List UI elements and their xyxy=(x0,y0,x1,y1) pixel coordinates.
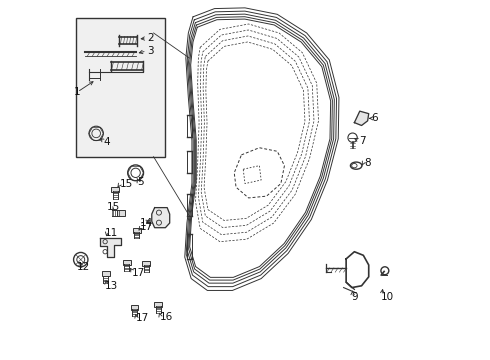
FancyBboxPatch shape xyxy=(131,305,139,310)
Text: 14: 14 xyxy=(140,218,153,228)
FancyBboxPatch shape xyxy=(154,302,162,307)
Text: 12: 12 xyxy=(76,262,90,272)
Text: 10: 10 xyxy=(381,292,393,302)
FancyBboxPatch shape xyxy=(111,187,119,192)
FancyBboxPatch shape xyxy=(122,260,131,265)
Text: 4: 4 xyxy=(103,138,110,147)
Text: 9: 9 xyxy=(352,292,359,302)
Text: 3: 3 xyxy=(147,46,154,56)
Text: 16: 16 xyxy=(160,312,173,322)
Text: 1: 1 xyxy=(74,87,80,97)
FancyBboxPatch shape xyxy=(143,261,150,266)
Text: 5: 5 xyxy=(137,177,144,187)
Text: 13: 13 xyxy=(104,281,118,291)
FancyBboxPatch shape xyxy=(117,211,125,216)
Text: 15: 15 xyxy=(120,179,133,189)
FancyBboxPatch shape xyxy=(76,18,165,157)
Text: 17: 17 xyxy=(132,267,146,278)
Text: 6: 6 xyxy=(371,113,378,123)
Text: 8: 8 xyxy=(364,158,370,168)
FancyBboxPatch shape xyxy=(102,271,110,276)
Text: 2: 2 xyxy=(147,33,154,43)
Polygon shape xyxy=(100,238,122,257)
Text: 11: 11 xyxy=(104,228,118,238)
Text: 17: 17 xyxy=(140,222,153,232)
Text: 17: 17 xyxy=(136,313,149,323)
Polygon shape xyxy=(152,208,170,228)
Polygon shape xyxy=(354,111,368,126)
FancyBboxPatch shape xyxy=(133,228,141,233)
Text: 15: 15 xyxy=(107,202,120,212)
Text: 7: 7 xyxy=(359,136,366,145)
